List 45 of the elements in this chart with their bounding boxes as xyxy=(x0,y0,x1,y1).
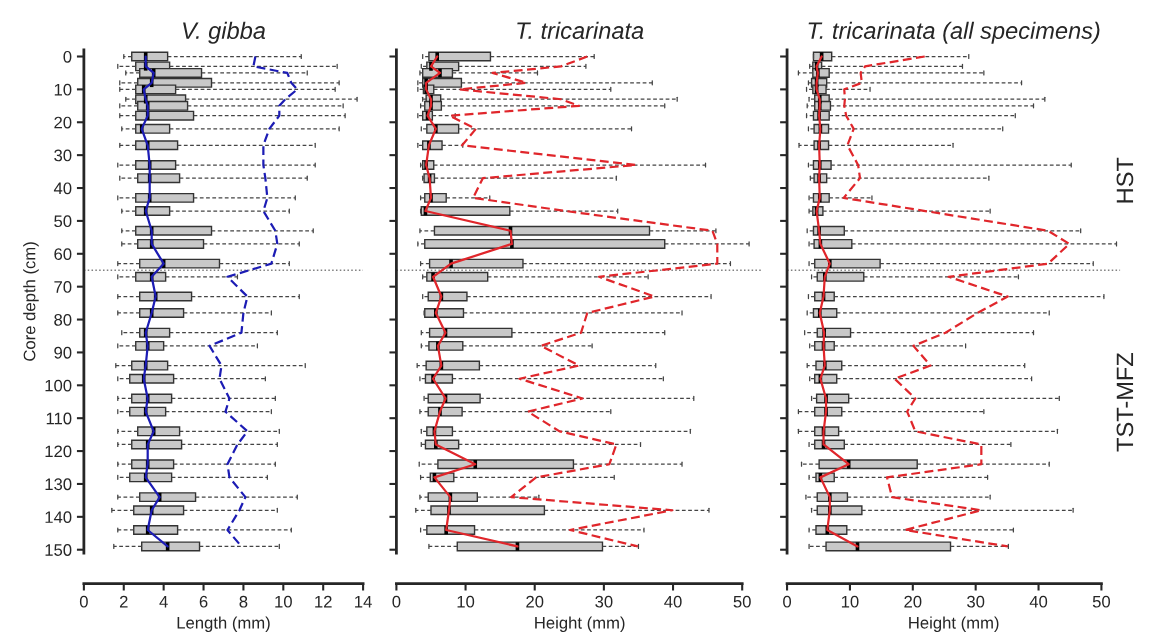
y-tick-label: 80 xyxy=(54,313,72,326)
y-tick-label: 100 xyxy=(45,379,72,392)
x-tick-label: 10 xyxy=(841,595,859,608)
x-tick-label: 10 xyxy=(457,595,475,608)
x-tick-label: 20 xyxy=(526,595,544,608)
x-tick-label: 20 xyxy=(904,595,922,608)
y-tick-label: 0 xyxy=(63,50,72,63)
y-tick-label: 50 xyxy=(54,215,72,228)
y-tick-label: 20 xyxy=(54,116,72,129)
annotation: TST-MFZ xyxy=(1116,352,1134,452)
y-tick-label: 90 xyxy=(54,346,72,359)
x-tick-label: 30 xyxy=(967,595,985,608)
x-tick-label: 6 xyxy=(199,595,208,608)
x-tick-label: 8 xyxy=(239,595,248,608)
y-tick-label: 150 xyxy=(45,544,72,556)
x-axis-title: Height (mm) xyxy=(909,616,999,632)
y-tick-label: 10 xyxy=(54,83,72,96)
x-tick-label: 50 xyxy=(733,595,751,608)
x-tick-label: 40 xyxy=(664,595,682,608)
x-tick-label: 12 xyxy=(315,595,332,608)
x-tick-label: 0 xyxy=(79,595,88,608)
x-tick-label: 50 xyxy=(1092,595,1111,608)
y-tick-label: 120 xyxy=(45,445,72,458)
chart-title: V. gibba xyxy=(183,21,266,44)
y-tick-label: 140 xyxy=(45,511,72,524)
annotation: HST xyxy=(1116,157,1134,203)
x-tick-label: 40 xyxy=(1029,595,1048,608)
chart-title: T. tricarinata xyxy=(517,21,644,40)
x-tick-label: 30 xyxy=(595,595,613,608)
y-tick-label: 60 xyxy=(54,248,72,260)
y-tick-label: 130 xyxy=(45,478,72,491)
x-tick-label: 2 xyxy=(119,595,128,608)
x-tick-label: 4 xyxy=(159,595,168,608)
x-tick-label: 0 xyxy=(392,595,401,608)
chart-title: T. tricarinata (all specimens) xyxy=(808,21,1100,44)
y-tick-label: 110 xyxy=(46,412,72,425)
y-tick-label: 70 xyxy=(54,281,72,293)
x-tick-label: 0 xyxy=(783,595,792,608)
x-tick-label: 10 xyxy=(275,595,292,608)
x-tick-label: 14 xyxy=(355,595,372,608)
y-tick-label: 30 xyxy=(54,149,72,162)
y-tick-label: 40 xyxy=(53,182,72,195)
y-axis-title: Core depth (cm) xyxy=(23,242,39,361)
x-axis-title: Height (mm) xyxy=(535,616,625,632)
x-axis-title: Length (mm) xyxy=(177,616,270,632)
